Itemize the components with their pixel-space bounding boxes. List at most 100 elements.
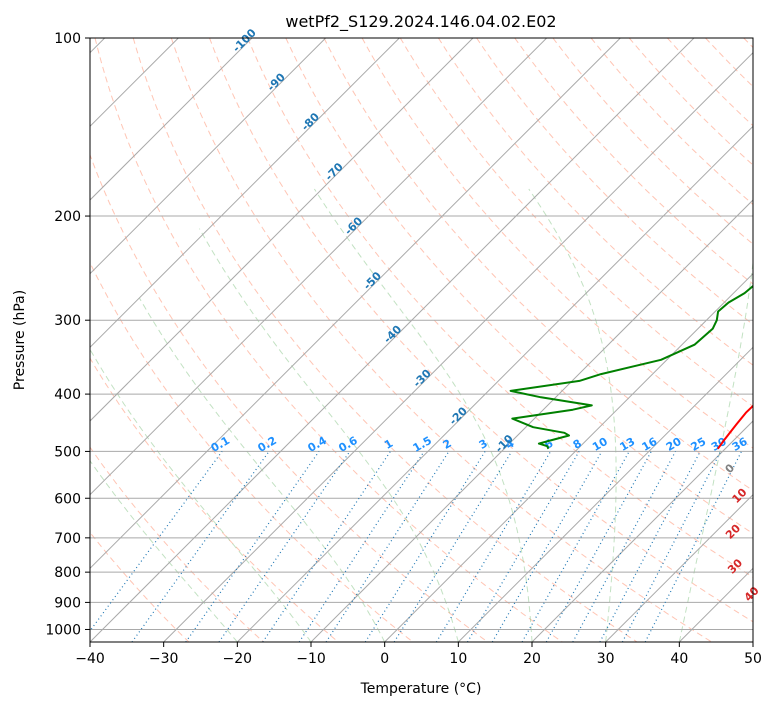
mixing-ratio-line [572, 451, 677, 642]
dry-adiabat-line [170, 38, 712, 642]
dry-adiabat-line [552, 38, 753, 245]
y-tick-label: 400 [54, 387, 81, 403]
plot-area: 0.1 0.2 0.4 0.6 1 1.5 2 3 4 6 8 10 13 16 20 25 30 36-100-… [89, 26, 762, 643]
y-axis-label: Pressure (hPa) [12, 290, 28, 390]
dry-adiabat-line [247, 38, 753, 578]
isotherm-label: -70 [323, 160, 346, 183]
mixing-ratio-line [364, 451, 486, 642]
isotherm-line [90, 38, 327, 275]
moist-adiabat-label: 0 [723, 461, 738, 476]
isotherm-line [163, 51, 753, 642]
dry-adiabat-line [743, 38, 753, 49]
isotherm-line [310, 199, 753, 642]
y-tick-label: 200 [54, 209, 81, 225]
x-tick-label: −10 [296, 651, 326, 667]
dry-adiabat-line [90, 357, 339, 642]
moist-adiabat-label: 40 [742, 584, 762, 604]
mixing-ratio-line [298, 451, 425, 642]
mixing-ratio-label: 2 [441, 437, 454, 452]
x-tick-label: 40 [670, 651, 688, 667]
x-tick-label: 10 [449, 651, 467, 667]
moist-adiabat-line [138, 297, 386, 642]
moist-adiabat-label: 20 [723, 521, 743, 541]
mixing-ratio-line [545, 451, 652, 642]
dry-adiabat-line [667, 38, 753, 127]
x-tick-label: 0 [380, 651, 389, 667]
x-tick-label: 50 [744, 651, 762, 667]
dry-adiabat-line [590, 38, 753, 206]
plot-frame [89, 37, 754, 643]
mixing-ratio-line [185, 451, 320, 642]
dry-adiabat-line [90, 261, 414, 642]
moist-adiabat-line [752, 640, 753, 642]
mixing-ratio-line [599, 451, 701, 642]
y-tick-label: 500 [54, 444, 81, 460]
isotherm-label: -30 [411, 367, 434, 390]
mixing-ratio-line [325, 451, 450, 642]
dry-adiabat-line [323, 38, 753, 492]
y-tick-label: 1000 [45, 622, 81, 638]
y-tick-label: 100 [54, 31, 81, 47]
isotherm-line [384, 272, 753, 642]
moist-adiabat-line [313, 188, 533, 642]
dry-adiabat-line [209, 38, 753, 623]
moist-adiabat-line [198, 228, 459, 642]
isotherm-label: -60 [342, 214, 365, 237]
x-axis: −40 −30 −20 −10 0 10 20 30 40 50 [75, 642, 762, 667]
isotherm-line [531, 420, 753, 642]
isotherm-line [90, 38, 400, 349]
moist-adiabat-line [678, 259, 753, 642]
isotherm-label: -90 [265, 70, 288, 93]
isotherm-label: -40 [381, 322, 404, 345]
profile-lines [509, 284, 753, 450]
x-tick-label: −20 [223, 651, 253, 667]
dry-adiabat-line [437, 38, 753, 366]
line-labels: 0.1 0.2 0.4 0.6 1 1.5 2 3 4 6 8 10 13 16 20 25 30 36-100-… [209, 26, 762, 604]
mixing-ratio-line [521, 451, 630, 642]
dry-adiabat-line [90, 446, 264, 642]
dry-adiabat-line [90, 153, 488, 642]
isotherm-label: -100 [230, 26, 259, 55]
x-tick-label: 20 [523, 651, 541, 667]
isotherm-label: -80 [299, 110, 322, 133]
mixing-ratio-line [466, 451, 580, 642]
y-tick-label: 700 [54, 531, 81, 547]
isotherm-line [236, 125, 753, 642]
x-tick-label: −40 [75, 651, 105, 667]
dewpoint-profile-line [509, 284, 753, 450]
isotherm-line [752, 641, 753, 642]
moist-adiabat-label: 30 [725, 556, 745, 576]
chart-title: wetPf2_S129.2024.146.04.02.E02 [285, 12, 556, 32]
y-tick-label: 800 [54, 565, 81, 581]
mixing-ratio-line [218, 451, 351, 642]
dry-adiabat-line [132, 38, 638, 642]
dry-adiabat-line [476, 38, 753, 326]
mixing-ratio-line [90, 451, 223, 632]
y-tick-label: 600 [54, 491, 81, 507]
isotherm-line [90, 38, 548, 496]
isotherm-label: -50 [361, 269, 384, 292]
moist-adiabat-label: 10 [730, 486, 750, 506]
isotherm-line [90, 38, 253, 201]
isotherm-line [605, 493, 753, 642]
mixing-ratio-line [262, 451, 391, 642]
mixing-ratio-line [491, 451, 603, 642]
isotherm-line [90, 38, 695, 642]
dry-adiabat-line [90, 531, 190, 642]
x-tick-label: 30 [597, 651, 615, 667]
y-tick-label: 300 [54, 313, 81, 329]
background-lines [90, 38, 753, 642]
moist-adiabat-line [528, 188, 617, 642]
x-tick-label: −30 [149, 651, 179, 667]
isotherm-line [678, 567, 753, 642]
dry-adiabat-line [94, 38, 563, 642]
isotherm-line [90, 38, 474, 422]
y-tick-label: 900 [54, 595, 81, 611]
mixing-ratio-line [393, 451, 513, 642]
dry-adiabat-line [705, 38, 753, 88]
y-axis: 100 200 300 400 500 600 700 800 900 1000 [45, 31, 90, 638]
isotherm-line [90, 38, 621, 570]
isotherm-line [457, 346, 753, 642]
x-axis-label: Temperature (°C) [360, 681, 482, 697]
